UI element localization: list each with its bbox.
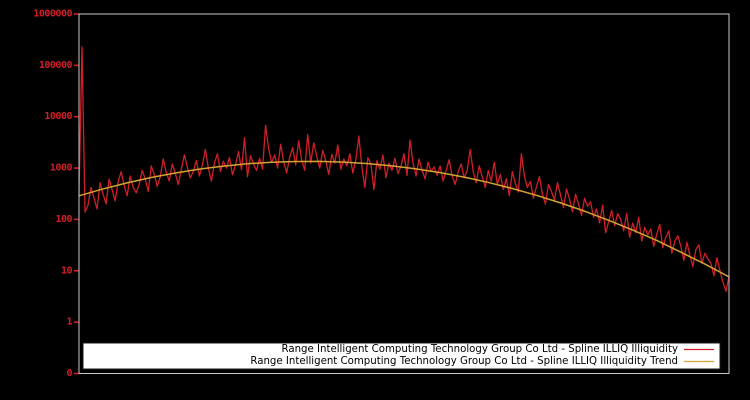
y-axis-tick-label: 1: [66, 317, 72, 328]
y-axis-tick-label: 0: [66, 368, 72, 379]
series-lines: [78, 46, 730, 292]
y-axis-tick-label: 1000000: [33, 9, 72, 20]
illiq-trend-path: [78, 160, 730, 278]
y-axis-tick-label: 10000: [44, 111, 72, 122]
y-axis-tick-label: 10: [61, 265, 73, 276]
y-axis-tick-label: 100000: [39, 60, 73, 71]
plot-border: [78, 13, 730, 374]
y-axis-tick-label: 100: [55, 214, 72, 225]
legend-label-illiq-trend: Range Intelligent Computing Technology G…: [250, 356, 678, 367]
illiq-series-path: [78, 46, 730, 292]
legend-label-illiq: Range Intelligent Computing Technology G…: [281, 344, 678, 355]
y-axis-tick-label: 1000: [50, 163, 73, 174]
legend-box: [82, 342, 721, 370]
legend: Range Intelligent Computing Technology G…: [82, 342, 721, 370]
